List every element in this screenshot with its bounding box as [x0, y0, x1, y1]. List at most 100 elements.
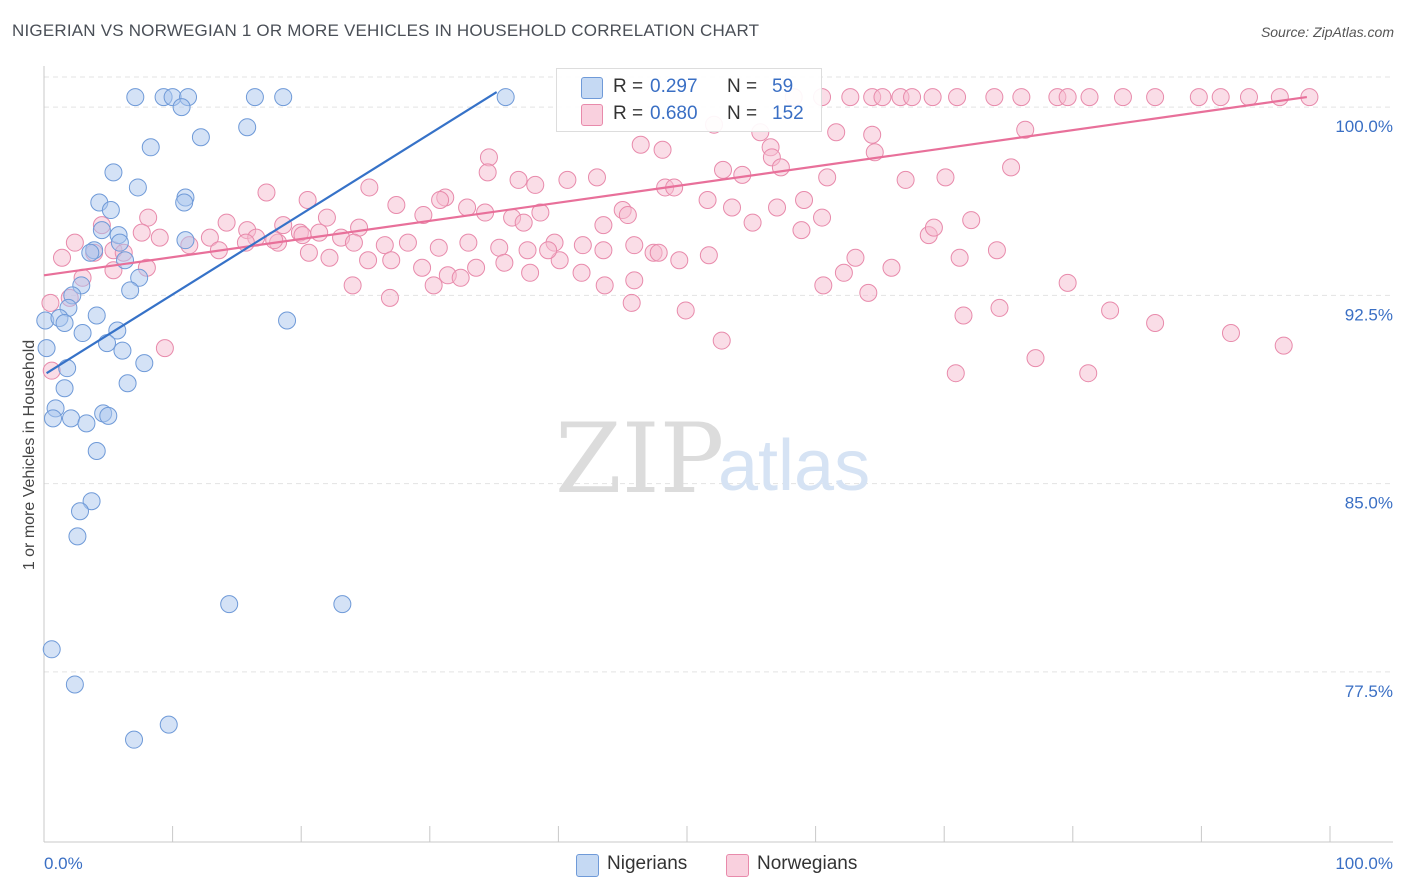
- trendline-norwegians: [43, 95, 1308, 277]
- point-norwegians: [479, 148, 498, 167]
- point-nigerians: [98, 334, 117, 353]
- point-norwegians: [451, 268, 470, 287]
- point-norwegians: [53, 248, 72, 267]
- point-nigerians: [135, 354, 154, 373]
- point-norwegians: [572, 263, 591, 282]
- legend-r-label: R =: [613, 76, 644, 97]
- point-norwegians: [139, 208, 158, 227]
- legend-r-label: R =: [613, 103, 644, 124]
- point-norwegians: [1146, 88, 1165, 107]
- point-norwegians: [458, 198, 477, 217]
- point-norwegians: [429, 238, 448, 257]
- point-norwegians: [1221, 324, 1240, 343]
- point-norwegians: [1026, 349, 1045, 368]
- point-nigerians: [130, 268, 149, 287]
- point-nigerians: [141, 138, 160, 157]
- point-nigerians: [92, 221, 111, 240]
- point-norwegians: [132, 223, 151, 242]
- stats-legend: R = 0.297 N = 59 R = 0.680 N = 152: [556, 68, 822, 132]
- point-norwegians: [387, 196, 406, 215]
- point-norwegians: [550, 251, 569, 270]
- point-norwegians: [41, 293, 60, 312]
- point-norwegians: [714, 160, 733, 179]
- point-norwegians: [863, 125, 882, 144]
- point-norwegians: [398, 233, 417, 252]
- point-norwegians: [896, 170, 915, 189]
- point-norwegians: [200, 228, 219, 247]
- series-swatch-nigerians: [576, 854, 599, 877]
- point-nigerians: [116, 251, 135, 270]
- point-norwegians: [459, 233, 478, 252]
- y-axis-label: 1 or more Vehicles in Household: [21, 339, 38, 571]
- point-norwegians: [299, 243, 318, 262]
- point-norwegians: [467, 258, 486, 277]
- point-norwegians: [743, 213, 762, 232]
- point-norwegians: [594, 216, 613, 235]
- legend-n-value: 152: [772, 103, 804, 124]
- point-norwegians: [712, 331, 731, 350]
- series-label-norwegians: Norwegians: [757, 853, 858, 874]
- point-norwegians: [1101, 301, 1120, 320]
- point-norwegians: [490, 238, 509, 257]
- point-nigerians: [333, 595, 352, 614]
- point-nigerians: [99, 406, 118, 425]
- point-norwegians: [310, 223, 329, 242]
- point-nigerians: [274, 88, 293, 107]
- point-norwegians: [1002, 158, 1021, 177]
- point-nigerians: [42, 640, 61, 659]
- point-nigerians: [55, 379, 74, 398]
- point-norwegians: [1058, 88, 1077, 107]
- point-norwegians: [539, 241, 558, 260]
- source-label: Source: ZipAtlas.com: [1260, 24, 1394, 40]
- point-nigerians: [104, 163, 123, 182]
- point-nigerians: [172, 98, 191, 117]
- point-norwegians: [631, 135, 650, 154]
- point-norwegians: [495, 253, 514, 272]
- point-norwegians: [924, 218, 943, 237]
- legend-n-value: 59: [772, 76, 794, 97]
- point-nigerians: [68, 527, 87, 546]
- series-swatch-norwegians: [726, 854, 749, 877]
- point-norwegians: [431, 190, 450, 209]
- point-nigerians: [62, 409, 81, 428]
- point-norwegians: [625, 271, 644, 290]
- point-nigerians: [125, 730, 144, 749]
- point-nigerians: [55, 313, 74, 332]
- point-nigerians: [110, 233, 129, 252]
- chart-title: NIGERIAN VS NORWEGIAN 1 OR MORE VEHICLES…: [12, 21, 760, 40]
- point-norwegians: [699, 246, 718, 265]
- point-nigerians: [128, 178, 147, 197]
- point-norwegians: [768, 198, 787, 217]
- point-norwegians: [1113, 88, 1132, 107]
- point-norwegians: [413, 258, 432, 277]
- point-norwegians: [359, 251, 378, 270]
- point-nigerians: [37, 339, 56, 358]
- point-norwegians: [380, 288, 399, 307]
- point-nigerians: [245, 88, 264, 107]
- point-norwegians: [859, 283, 878, 302]
- point-nigerians: [176, 231, 195, 250]
- point-nigerians: [77, 414, 96, 433]
- point-norwegians: [903, 88, 922, 107]
- point-norwegians: [1016, 120, 1035, 139]
- point-norwegians: [573, 236, 592, 255]
- y-tick-label: 77.5%: [1345, 682, 1393, 701]
- point-norwegians: [1058, 273, 1077, 292]
- point-norwegians: [350, 218, 369, 237]
- point-norwegians: [987, 241, 1006, 260]
- point-norwegians: [344, 233, 363, 252]
- series-label-nigerians: Nigerians: [607, 853, 688, 874]
- point-nigerians: [175, 193, 194, 212]
- point-nigerians: [82, 492, 101, 511]
- legend-r-value: 0.297: [650, 76, 698, 97]
- point-nigerians: [220, 595, 239, 614]
- point-norwegians: [676, 301, 695, 320]
- point-norwegians: [950, 248, 969, 267]
- x-tick-label: 100.0%: [1335, 854, 1393, 873]
- point-norwegians: [985, 88, 1004, 107]
- point-norwegians: [1080, 88, 1099, 107]
- point-nigerians: [101, 201, 120, 220]
- point-norwegians: [771, 158, 790, 177]
- point-nigerians: [191, 128, 210, 147]
- point-norwegians: [587, 168, 606, 187]
